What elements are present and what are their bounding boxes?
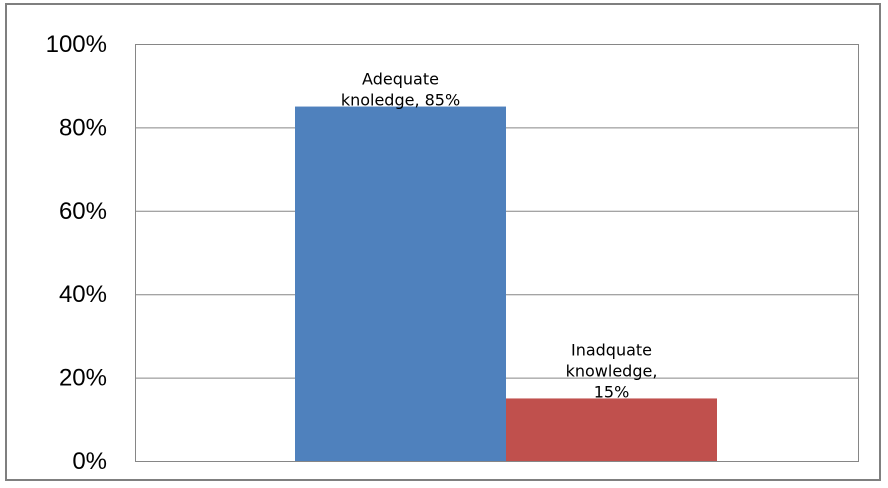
y-tick-label: 60% [59,198,107,225]
data-label: Adequate knoledge, 85% [341,70,460,110]
y-tick-label: 20% [59,365,107,392]
y-tick-label: 0% [72,448,107,475]
bar [295,106,506,462]
data-label: Inadquate knowledge, 15% [566,340,658,401]
y-tick-label: 100% [46,31,107,58]
bar-chart: 0% 20% 40% 60% 80% 100% Adequate knoledge, 85% I… [46,31,859,475]
y-tick-label: 80% [59,114,107,141]
bar [506,398,717,461]
y-tick-label: 40% [59,281,107,308]
chart-frame: 0% 20% 40% 60% 80% 100% Adequate knoledge, 85% I… [5,3,881,481]
